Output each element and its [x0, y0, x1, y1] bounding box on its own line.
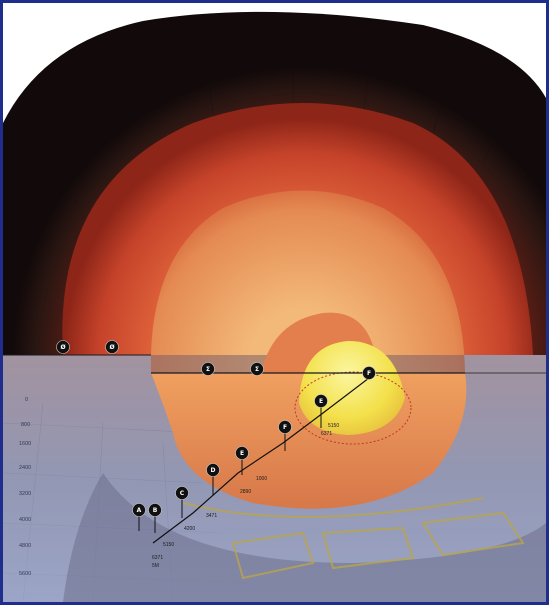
- marker-m9: E: [235, 446, 249, 460]
- disk-layer: [63, 473, 546, 602]
- marker-m1: Ø: [56, 340, 70, 354]
- crust-texture: [32, 33, 514, 204]
- depth-tick-2: 1600: [19, 441, 31, 447]
- profile-values: 6371 5150 4200 3471 2890 1000 6371 5150 …: [152, 423, 339, 569]
- marker-circle: [56, 340, 70, 354]
- depth-tick-6: 4800: [19, 543, 31, 549]
- marker-circle: [278, 420, 292, 434]
- profile-value: 5150: [328, 423, 339, 429]
- profile-value: 6371: [321, 431, 332, 437]
- profile-line: [152, 377, 370, 544]
- marker-circle: [362, 366, 376, 380]
- inner-core-rim: [294, 371, 412, 445]
- marker-circle: [105, 340, 119, 354]
- marker-label: F: [283, 424, 287, 431]
- depth-tick-4: 3200: [19, 491, 31, 497]
- tread-pattern: [182, 497, 525, 580]
- marker-label: Ø: [109, 344, 114, 351]
- depth-tick-3: 2400: [19, 465, 31, 471]
- marker-m12: F: [362, 366, 376, 380]
- marker-circle: [314, 394, 328, 408]
- earth-interior-diagram: 0 800 1600 2400 3200 4000 4800 5600 6371…: [3, 11, 546, 602]
- marker-circle: [206, 463, 220, 477]
- marker-circle: [148, 503, 162, 517]
- marker-m5: A: [132, 503, 146, 517]
- marker-label: Σ: [255, 366, 259, 373]
- marker-m7: C: [175, 486, 189, 500]
- marker-m8: D: [206, 463, 220, 477]
- depth-tick-7: 5600: [19, 571, 31, 577]
- marker-stems: [138, 406, 322, 533]
- marker-label: C: [180, 490, 185, 497]
- profile-value: 6371: [152, 555, 163, 561]
- profile-value: 2890: [240, 489, 251, 495]
- marker-label: Σ: [206, 366, 210, 373]
- profile-value: 5150: [163, 542, 174, 548]
- marker-label: E: [319, 398, 323, 405]
- marker-m6: B: [148, 503, 162, 517]
- marker-circle: [235, 446, 249, 460]
- marker-m3: Σ: [201, 362, 215, 376]
- marker-m4: Σ: [250, 362, 264, 376]
- depth-scale: 0 800 1600 2400 3200 4000 4800 5600: [19, 397, 31, 577]
- marker-label: F: [367, 370, 371, 377]
- depth-tick-5: 4000: [19, 517, 31, 523]
- marker-circle: [175, 486, 189, 500]
- marker-m10: F: [278, 420, 292, 434]
- profile-value: 3471: [206, 513, 217, 519]
- marker-circle: [250, 362, 264, 376]
- outer-core-dome: [150, 190, 465, 373]
- marker-circle: [201, 362, 215, 376]
- profile-value: 4200: [184, 526, 195, 532]
- marker-label: Ø: [60, 344, 65, 351]
- marker-m2: Ø: [105, 340, 119, 354]
- marker-label: D: [211, 467, 216, 474]
- marker-label: E: [240, 450, 244, 457]
- marker-circle: [132, 503, 146, 517]
- profile-value: 1000: [256, 476, 267, 482]
- depth-tick-0: 0: [25, 397, 28, 403]
- depth-tick-1: 800: [21, 422, 30, 428]
- marker-label: A: [137, 507, 142, 514]
- marker-label: B: [153, 507, 158, 514]
- marker-m11: E: [314, 394, 328, 408]
- profile-value: 5M: [152, 563, 159, 569]
